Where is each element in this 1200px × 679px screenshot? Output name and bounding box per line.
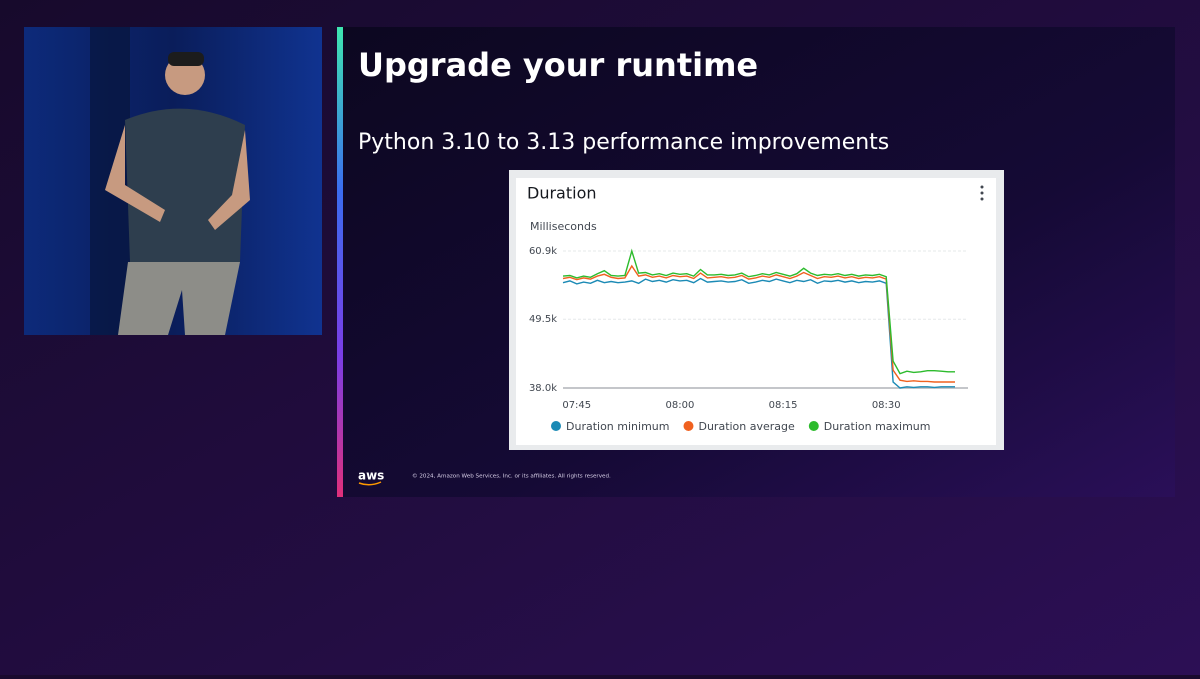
y-tick-label: 60.9k xyxy=(529,246,557,257)
y-tick-label: 38.0k xyxy=(529,383,557,394)
aws-logo: aws xyxy=(358,469,384,483)
legend-label: Duration average xyxy=(698,420,795,433)
legend-label: Duration minimum xyxy=(566,420,669,433)
plot: 38.0k 49.5k 60.9k 07:45 08:00 08:15 08:30 Durat… xyxy=(529,246,968,433)
legend-swatch xyxy=(808,421,819,431)
x-tick-label: 08:00 xyxy=(665,400,694,411)
x-tick-label: 07:45 xyxy=(562,400,591,411)
aws-smile xyxy=(358,481,382,486)
x-tick-label: 08:15 xyxy=(769,400,798,411)
series-line xyxy=(562,248,955,375)
x-tick-label: 08:30 xyxy=(872,400,901,411)
legend-swatch xyxy=(551,421,561,431)
slide-subtitle: Python 3.10 to 3.13 performance improvem… xyxy=(358,130,889,155)
slide-title: Upgrade your runtime xyxy=(358,46,758,84)
accent-bar xyxy=(337,27,343,497)
copyright: © 2024, Amazon Web Services, Inc. or its… xyxy=(412,473,611,480)
legend-label: Duration maximum xyxy=(824,420,931,433)
menu-icon[interactable] xyxy=(980,185,984,201)
chart-card xyxy=(516,178,996,445)
speaker-video xyxy=(24,27,322,335)
chart-title: Duration xyxy=(527,184,597,203)
legend-swatch xyxy=(683,421,694,431)
y-axis-label: Milliseconds xyxy=(530,220,597,233)
y-tick-label: 49.5k xyxy=(529,314,557,325)
